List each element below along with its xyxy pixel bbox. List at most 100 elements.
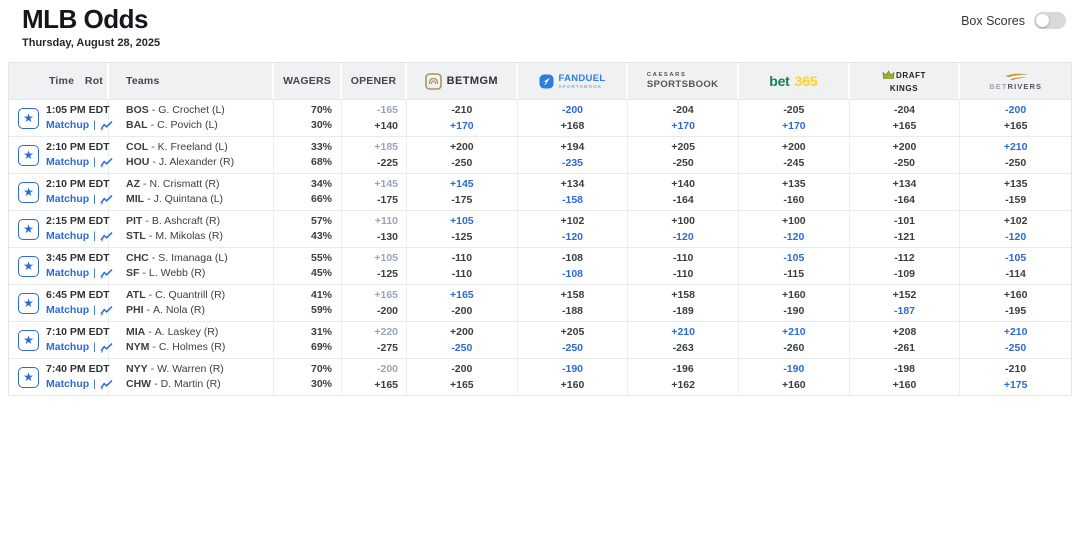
matchup-link[interactable]: Matchup [46, 378, 90, 391]
home-team-abbr: PHI [126, 304, 144, 317]
team-separator: - [148, 325, 152, 338]
matchup-link[interactable]: Matchup [46, 230, 90, 243]
matchup-link[interactable]: Matchup [46, 267, 90, 280]
line-movement-link[interactable] [100, 268, 113, 280]
team-separator: - [150, 362, 155, 375]
line-movement-link[interactable] [100, 194, 113, 206]
bet365-odds-cell: +135 -160 [739, 174, 850, 211]
pipe-separator: | [93, 156, 96, 169]
wagers-cell: 70% 30% [274, 100, 342, 137]
games-body: ★ 1:05 PM EDT Matchup | BOS - G [9, 99, 1071, 396]
caesars-away-odds: -110 [672, 252, 694, 265]
home-wager-pct: 68% [310, 156, 332, 169]
fanduel-odds-cell: +194 -235 [518, 137, 629, 174]
line-movement-link[interactable] [100, 157, 113, 169]
favorite-star-button[interactable]: ★ [18, 144, 39, 166]
caesars-home-odds: +170 [671, 120, 695, 133]
favorite-star-button[interactable]: ★ [18, 366, 39, 388]
caesars-away-odds: +210 [671, 326, 695, 339]
fanduel-sub-text: SPORTSBOOK [558, 83, 603, 89]
betmgm-odds-cell: +145 -175 [407, 174, 518, 211]
favorite-star-button[interactable]: ★ [18, 292, 39, 314]
bet365-odds-cell: -205 +170 [739, 100, 850, 137]
opener-away-odds: +110 [374, 215, 398, 228]
bet365-logo[interactable]: bet 365 [769, 73, 817, 89]
betrivers-away-odds: +160 [1003, 289, 1028, 302]
matchup-line: Matchup | [46, 229, 113, 244]
teams-cell: NYY - W. Warren (R) CHW - D. Martin (R) [109, 359, 274, 396]
line-movement-link[interactable] [100, 305, 113, 317]
draftkings-home-odds: -164 [893, 194, 915, 207]
team-separator: - [151, 140, 155, 153]
betrivers-wave-icon [1004, 73, 1028, 80]
matchup-link[interactable]: Matchup [46, 119, 90, 132]
star-icon: ★ [23, 222, 34, 237]
draftkings-away-odds: -198 [893, 363, 915, 376]
star-icon: ★ [23, 148, 34, 163]
bet365-away-odds: +100 [781, 215, 806, 228]
home-pitcher: C. Povich (L) [157, 119, 218, 132]
opener-home-odds: -225 [376, 157, 398, 170]
fanduel-logo[interactable]: FANDUEL SPORTSBOOK [539, 73, 606, 89]
away-wager-pct: 33% [310, 140, 332, 153]
home-team-line: NYM - C. Holmes (R) [126, 340, 273, 356]
away-team-abbr: AZ [126, 177, 140, 190]
caesars-home-odds: +162 [671, 379, 695, 392]
betrivers-rivers-text: RIVERS [1007, 81, 1043, 91]
line-movement-link[interactable] [100, 231, 113, 243]
matchup-link[interactable]: Matchup [46, 156, 90, 169]
home-team-line: SF - L. Webb (R) [126, 266, 273, 282]
home-team-line: CHW - D. Martin (R) [126, 377, 273, 393]
line-movement-link[interactable] [100, 342, 113, 354]
betmgm-home-odds: -110 [451, 268, 473, 281]
caesars-away-odds: -196 [672, 363, 694, 376]
line-movement-link[interactable] [100, 379, 113, 391]
fanduel-odds-cell: +205 -250 [518, 322, 629, 359]
matchup-link[interactable]: Matchup [46, 341, 90, 354]
betmgm-logo[interactable]: BETMGM [424, 72, 498, 90]
draftkings-odds-cell: -204 +165 [850, 100, 961, 137]
favorite-star-button[interactable]: ★ [18, 181, 39, 203]
betrivers-odds-cell: +210 -250 [960, 137, 1071, 173]
opener-away-odds: -200 [376, 363, 398, 376]
fanduel-away-odds: +158 [560, 289, 585, 302]
favorite-star-button[interactable]: ★ [18, 255, 39, 277]
betrivers-away-odds: -105 [1005, 252, 1027, 265]
bet365-away-odds: +200 [781, 141, 806, 154]
betrivers-logo[interactable]: BETRIVERS [989, 73, 1042, 91]
bet365-home-odds: +170 [781, 120, 806, 133]
game-row: ★ 6:45 PM EDT Matchup | ATL - C [9, 284, 1071, 322]
bet365-away-odds: -190 [783, 363, 805, 376]
betmgm-home-odds: -250 [451, 342, 473, 355]
favorite-star-button[interactable]: ★ [18, 329, 39, 351]
draftkings-odds-cell: +200 -250 [850, 137, 961, 174]
betmgm-home-odds: -125 [451, 231, 473, 244]
bet365-odds-cell: -105 -115 [739, 248, 850, 285]
opener-home-odds: -175 [376, 194, 398, 207]
draftkings-logo[interactable]: DRAFT KINGS [882, 70, 926, 93]
team-separator: - [152, 156, 156, 169]
betmgm-odds-cell: +200 -250 [407, 137, 518, 174]
bet365-home-odds: -260 [783, 342, 805, 355]
column-header-time: Time Rot [9, 63, 109, 100]
caesars-away-odds: +140 [671, 178, 695, 191]
fanduel-odds-cell: -190 +160 [518, 359, 629, 396]
caesars-home-odds: -250 [672, 157, 694, 170]
line-chart-icon [100, 232, 113, 243]
fanduel-odds-cell: +158 -188 [518, 285, 629, 322]
favorite-star-button[interactable]: ★ [18, 107, 39, 129]
favorite-star-button[interactable]: ★ [18, 218, 39, 240]
away-pitcher: N. Crismatt (R) [149, 177, 220, 190]
teams-cell: MIA - A. Laskey (R) NYM - C. Holmes (R) [109, 322, 274, 359]
caesars-logo[interactable]: CAESARS SPORTSBOOK [647, 72, 719, 90]
bet365-home-odds: -115 [783, 268, 805, 281]
bet365-away-odds: -205 [783, 104, 805, 117]
box-scores-toggle[interactable] [1034, 12, 1066, 29]
line-movement-link[interactable] [100, 120, 113, 132]
fanduel-home-odds: -235 [561, 157, 583, 170]
game-row: ★ 1:05 PM EDT Matchup | BOS - G [9, 99, 1071, 137]
matchup-link[interactable]: Matchup [46, 304, 90, 317]
matchup-link[interactable]: Matchup [46, 193, 90, 206]
team-separator: - [151, 251, 156, 264]
time-cell: ★ 7:10 PM EDT Matchup | [9, 322, 113, 359]
